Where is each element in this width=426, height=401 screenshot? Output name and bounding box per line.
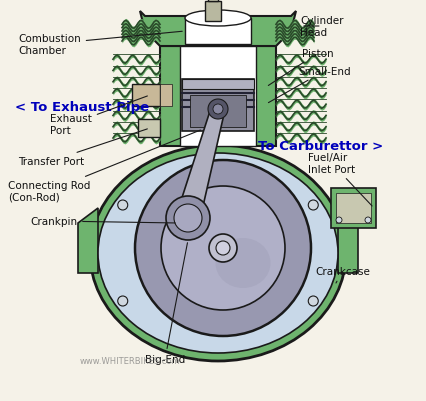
Bar [208,0,218,2]
Text: < To Exhaust Pipe: < To Exhaust Pipe [15,100,149,113]
Bar [132,85,160,107]
Polygon shape [338,209,358,273]
Circle shape [176,207,200,231]
Circle shape [118,296,128,306]
Circle shape [174,205,202,233]
Circle shape [336,217,342,223]
Ellipse shape [90,146,346,361]
Circle shape [308,200,318,211]
Text: Fuel/Air
Inlet Port: Fuel/Air Inlet Port [308,153,372,207]
Text: Big-End: Big-End [145,243,187,364]
Bar [138,120,160,138]
Circle shape [216,241,230,255]
Polygon shape [176,108,225,222]
Text: Connecting Rod
(Con-Rod): Connecting Rod (Con-Rod) [8,131,200,202]
Polygon shape [78,209,98,273]
Circle shape [161,186,285,310]
Text: Cylinder
Head: Cylinder Head [300,16,343,38]
Bar [182,80,254,90]
Ellipse shape [185,11,251,27]
Text: Crankpin: Crankpin [30,217,175,227]
Bar [160,47,276,147]
Circle shape [308,296,318,306]
Text: Piston: Piston [268,49,334,86]
Ellipse shape [98,154,338,353]
Text: Crankcase: Crankcase [315,266,370,283]
Bar [205,2,221,22]
Text: Small-End: Small-End [268,67,351,103]
Text: Combustion
Chamber: Combustion Chamber [18,32,182,56]
Bar [190,96,246,128]
Ellipse shape [216,239,271,288]
Text: Transfer Port: Transfer Port [18,130,147,166]
Text: Spark Plug: Spark Plug [0,400,1,401]
Polygon shape [140,12,296,47]
Text: Exhaust
Port: Exhaust Port [50,97,147,136]
Circle shape [168,198,208,239]
Text: To Carburettor >: To Carburettor > [258,140,383,153]
Circle shape [118,200,128,211]
Circle shape [166,196,210,241]
Circle shape [213,105,223,115]
Circle shape [209,235,237,262]
Text: www.WHITERBIKES.com: www.WHITERBIKES.com [80,356,181,366]
Bar [180,47,256,147]
Circle shape [208,100,228,120]
Bar [160,85,172,107]
Bar [185,19,251,45]
Bar [182,80,254,132]
Circle shape [365,217,371,223]
Bar [331,188,376,229]
Bar [336,194,371,223]
Circle shape [135,160,311,336]
